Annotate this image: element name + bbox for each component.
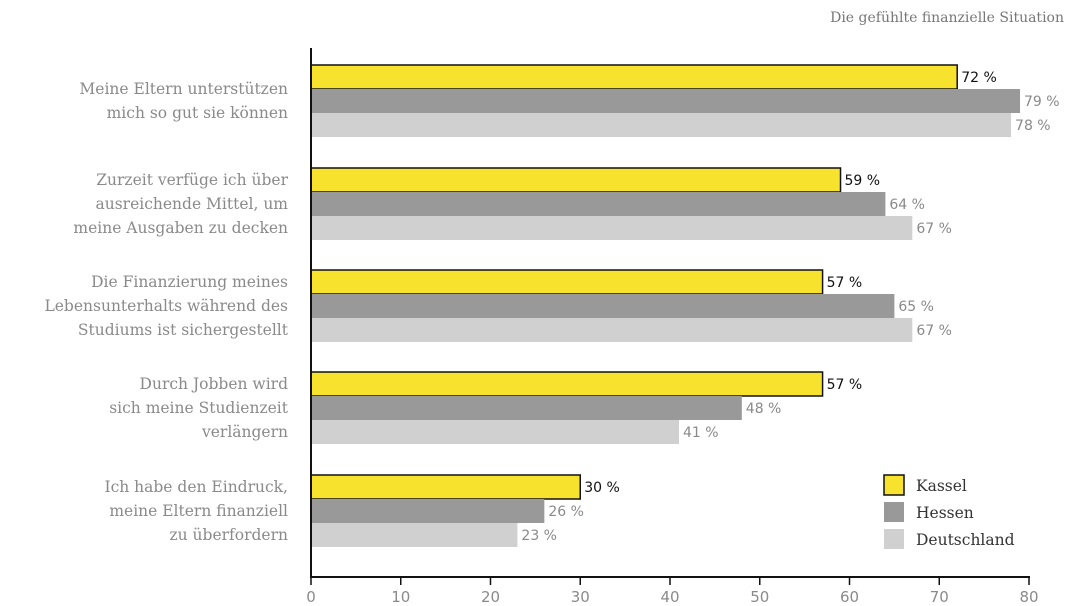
legend-swatch-deutschland [884,529,904,549]
bar-deutschland-5 [311,523,518,547]
category-label-3: Lebensunterhalts während des [44,297,288,315]
bar-hessen-3 [311,294,895,318]
category-label-5: meine Eltern finanziell [109,502,288,520]
data-label-deutschland-4: 41 % [683,425,719,441]
x-tick-label: 60 [840,588,859,606]
data-label-deutschland-3: 67 % [916,323,952,339]
x-tick-label: 10 [391,588,410,606]
x-tick-label: 70 [930,588,949,606]
bars-group: 72 % 79 % 78 % 59 % 64 % 67 % 57 % 65 % 67 % 57 %… [310,64,1060,547]
data-label-hessen-2: 64 % [889,197,925,213]
category-label-4: sich meine Studienzeit [109,399,289,417]
data-label-hessen-1: 79 % [1024,94,1060,110]
legend-swatch-kassel [883,474,905,496]
bar-kassel-5 [310,474,581,500]
x-axis: 0 10 20 30 40 50 60 70 80 [306,48,1039,606]
legend-label-deutschland: Deutschland [916,531,1015,549]
x-tick-label: 50 [750,588,769,606]
data-label-deutschland-2: 67 % [916,221,952,237]
category-labels: Meine Eltern unterstützen mich so gut sie… [44,80,288,544]
category-label-2: meine Ausgaben zu decken [73,219,288,237]
x-tick-label: 30 [571,588,590,606]
category-label-1: mich so gut sie können [107,104,288,122]
legend-label-kassel: Kassel [916,477,967,495]
bar-hessen-1 [311,89,1021,113]
x-tick-label: 80 [1019,588,1038,606]
legend-label-hessen: Hessen [916,504,974,522]
bar-deutschland-3 [311,318,913,342]
category-label-2: ausreichende Mittel, um [95,195,288,213]
bar-kassel-2 [310,167,842,193]
data-label-hessen-5: 26 % [548,504,584,520]
data-label-kassel-2: 59 % [845,173,881,189]
legend-swatch-hessen [884,502,904,522]
bar-kassel-3 [310,269,824,295]
category-label-1: Meine Eltern unterstützen [79,80,288,98]
category-label-3: Studiums ist sichergestellt [78,321,289,339]
category-label-3: Die Finanzierung meines [91,273,288,291]
x-tick-label: 20 [481,588,500,606]
category-label-2: Zurzeit verfüge ich über [96,171,288,189]
data-label-deutschland-1: 78 % [1015,118,1051,134]
data-label-kassel-5: 30 % [584,480,620,496]
category-label-5: zu überfordern [169,526,288,544]
data-label-kassel-1: 72 % [961,70,997,86]
legend: Kassel Hessen Deutschland [883,474,1015,549]
bar-deutschland-2 [311,216,913,240]
category-label-4: Durch Jobben wird [140,375,289,393]
x-tick-label: 40 [660,588,679,606]
x-tick-label: 0 [306,588,316,606]
data-label-hessen-4: 48 % [746,401,782,417]
data-label-kassel-3: 57 % [827,275,863,291]
bar-kassel-4 [310,371,824,397]
category-label-4: verlängern [201,423,288,441]
data-label-deutschland-5: 23 % [521,528,557,544]
chart-title: Die gefühlte finanzielle Situation [830,10,1064,26]
data-label-kassel-4: 57 % [827,377,863,393]
bar-hessen-4 [311,396,742,420]
data-label-hessen-3: 65 % [898,299,934,315]
bar-deutschland-4 [311,420,679,444]
bar-hessen-2 [311,192,886,216]
bar-hessen-5 [311,499,545,523]
category-label-5: Ich habe den Eindruck, [104,478,288,496]
bar-kassel-1 [310,64,958,90]
bar-deutschland-1 [311,113,1012,137]
